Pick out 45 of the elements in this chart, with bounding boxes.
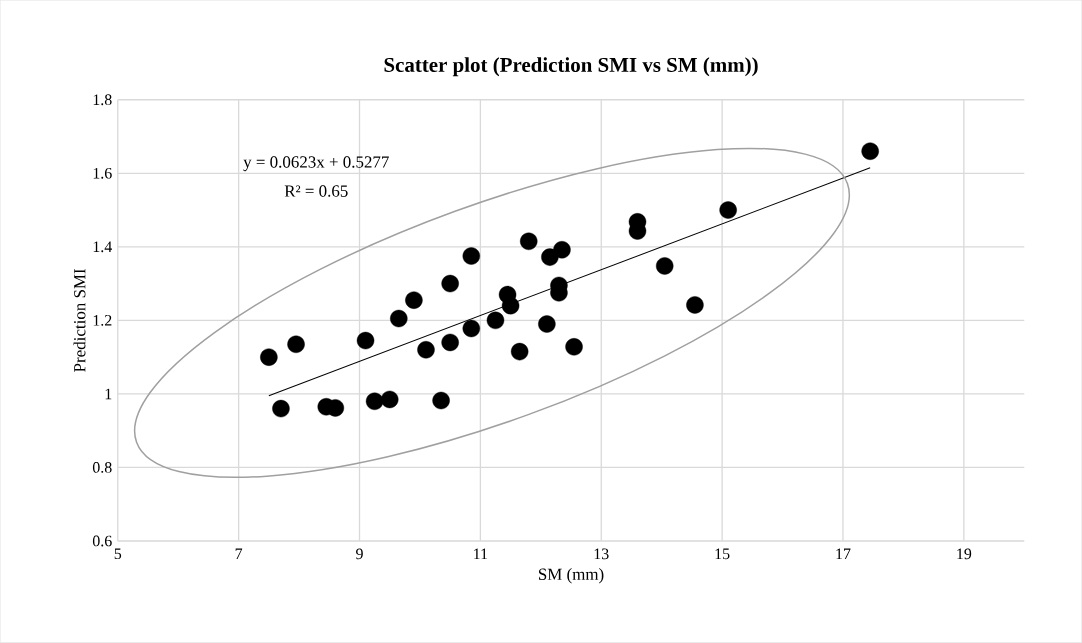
point xyxy=(520,232,538,251)
point xyxy=(861,142,879,161)
x-tick-label: 17 xyxy=(836,548,851,560)
point xyxy=(260,348,278,366)
chart-title: Scatter plot (Prediction SMI vs SM (mm)) xyxy=(384,57,758,77)
point xyxy=(553,241,571,259)
point xyxy=(287,335,305,354)
point xyxy=(405,291,423,309)
point xyxy=(510,343,529,361)
x-tick-label: 11 xyxy=(474,548,488,560)
x-tick-label: 13 xyxy=(594,548,609,560)
annotation: y = 0.0623x + 0.5277 xyxy=(243,156,389,172)
point xyxy=(462,319,481,338)
point xyxy=(441,275,459,293)
y-axis-title: Prediction SMI xyxy=(73,269,86,373)
point xyxy=(381,390,399,409)
point xyxy=(538,315,556,333)
point xyxy=(655,257,674,275)
x-tick-label: 7 xyxy=(235,548,243,560)
point xyxy=(501,297,520,315)
point xyxy=(272,400,290,418)
point xyxy=(462,247,481,265)
point xyxy=(719,201,737,219)
y-tick-label: 1 xyxy=(105,388,112,400)
x-tick-label: 9 xyxy=(356,548,363,560)
y-tick-label: 0.6 xyxy=(92,535,112,547)
point xyxy=(486,311,505,330)
point xyxy=(365,392,384,411)
point xyxy=(432,391,450,410)
point xyxy=(565,338,583,356)
x-axis-title: SM (mm) xyxy=(538,568,604,584)
annotation: R² = 0.65 xyxy=(284,185,348,197)
y-tick-label: 1.2 xyxy=(93,315,112,326)
y-tick-label: 1.4 xyxy=(93,241,112,253)
point xyxy=(390,309,408,328)
y-tick-label: 0.8 xyxy=(92,462,112,473)
point xyxy=(356,332,375,350)
x-tick-label: 15 xyxy=(715,548,730,560)
y-tick-label: 1.6 xyxy=(93,168,112,179)
point xyxy=(686,296,704,314)
x-tick-label: 5 xyxy=(114,548,122,560)
point xyxy=(417,341,435,359)
point xyxy=(441,333,459,352)
y-tick-label: 1.8 xyxy=(93,94,112,106)
x-tick-label: 19 xyxy=(957,548,972,560)
